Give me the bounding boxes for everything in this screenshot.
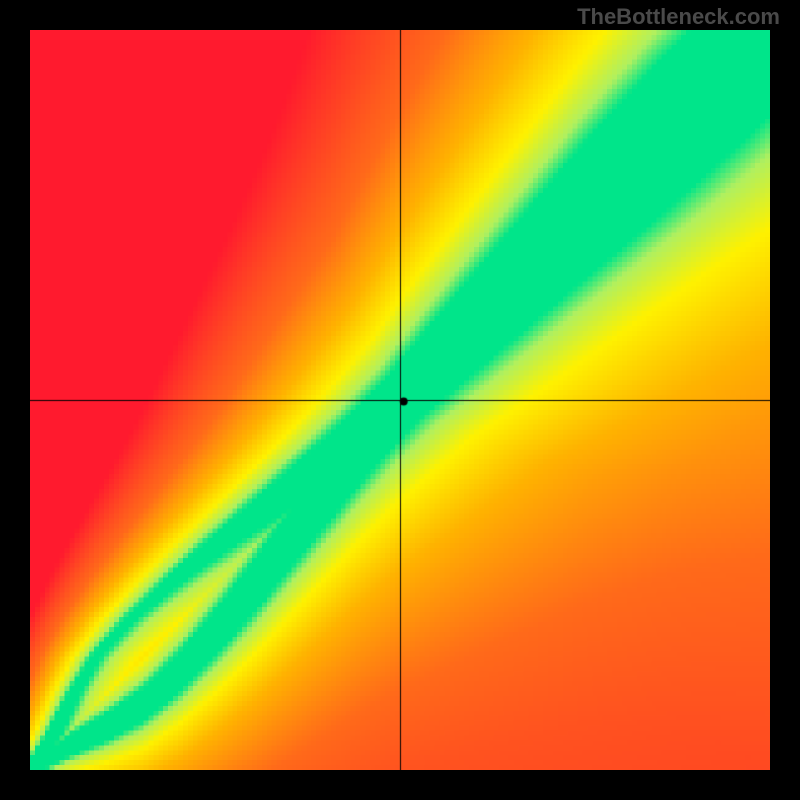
stage: TheBottleneck.com (0, 0, 800, 800)
bottleneck-heatmap (30, 30, 770, 770)
watermark-text: TheBottleneck.com (577, 4, 780, 30)
